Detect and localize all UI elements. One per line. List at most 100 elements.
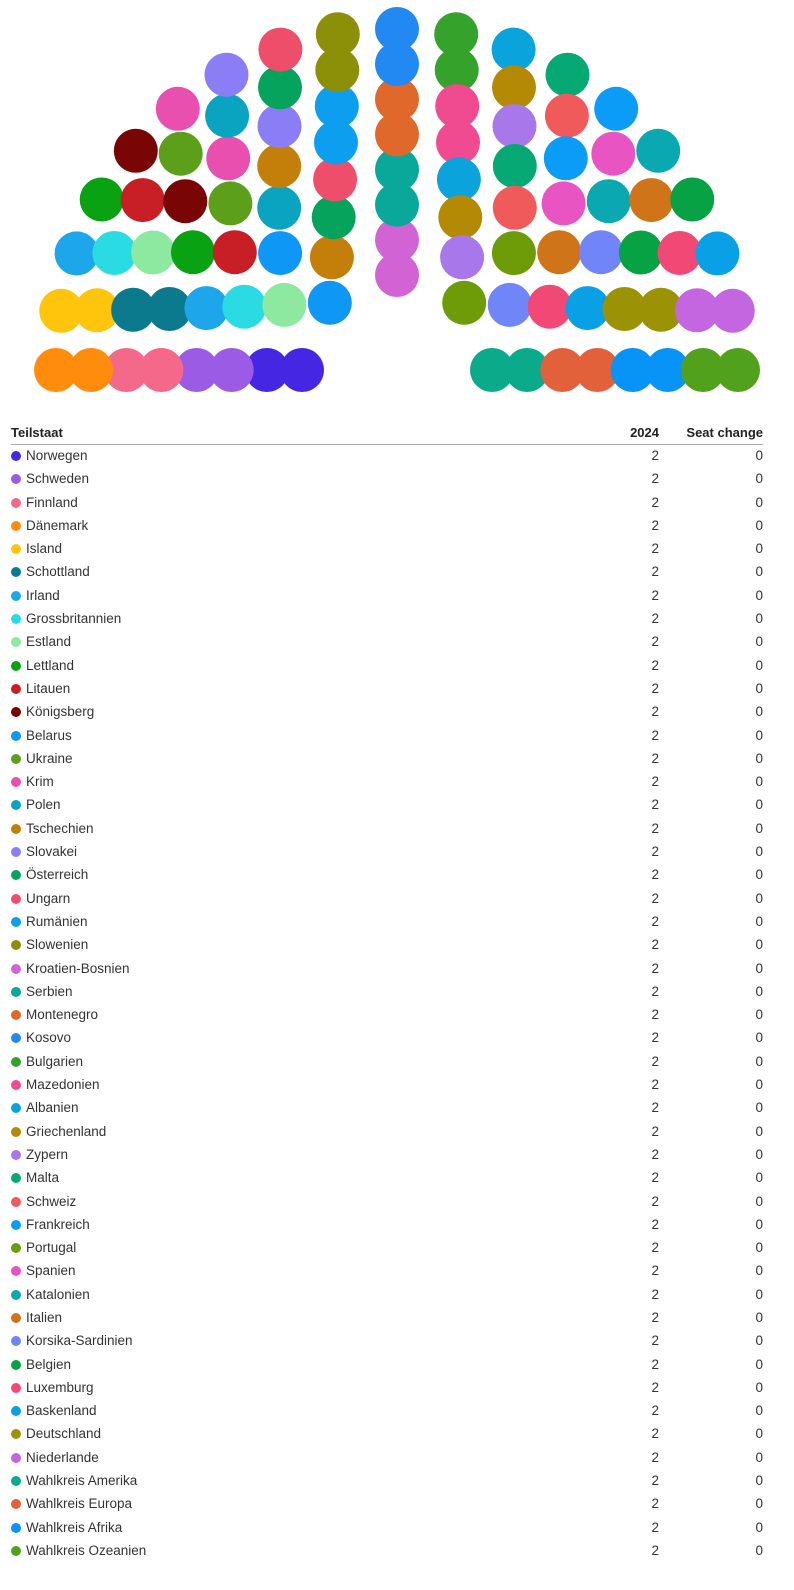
row-seat-change: 0 xyxy=(755,1333,763,1349)
row-seats: 2 xyxy=(651,1216,659,1232)
table-row: Rumänien 2 0 xyxy=(11,911,763,934)
table-row: Korsika-Sardinien 2 0 xyxy=(11,1330,763,1353)
row-seat-change: 0 xyxy=(755,983,763,999)
row-name: Litauen xyxy=(26,680,71,696)
seat xyxy=(440,235,485,280)
seat xyxy=(505,348,550,392)
seat xyxy=(492,104,537,149)
table-row: Slowenien 2 0 xyxy=(11,934,763,957)
row-name: Kroatien-Bosnien xyxy=(26,960,130,976)
legend-dot xyxy=(11,707,21,718)
legend-dot xyxy=(11,451,21,461)
seat xyxy=(541,181,586,226)
legend-dot xyxy=(11,823,21,834)
row-seat-change: 0 xyxy=(755,913,763,929)
row-seats: 2 xyxy=(651,1449,659,1465)
row-seat-change: 0 xyxy=(755,657,763,673)
table-row: Italien 2 0 xyxy=(11,1307,763,1330)
row-name: Grossbritannien xyxy=(26,611,122,627)
seat xyxy=(636,128,681,173)
seat xyxy=(314,120,358,165)
legend-dot xyxy=(11,986,21,997)
seat xyxy=(262,282,307,327)
legend-dot xyxy=(11,1243,21,1254)
seat xyxy=(645,348,690,392)
table-row: Finnland 2 0 xyxy=(11,492,763,515)
row-name: Baskenland xyxy=(26,1403,97,1419)
table-row: Österreich 2 0 xyxy=(11,864,763,887)
table-row: Ungarn 2 0 xyxy=(11,888,763,911)
row-seats: 2 xyxy=(651,1030,659,1046)
row-name: Wahlkreis Afrika xyxy=(26,1519,123,1535)
row-name: Polen xyxy=(26,797,61,813)
row-seats: 2 xyxy=(651,1240,659,1256)
row-seat-change: 0 xyxy=(755,867,763,883)
seat xyxy=(158,131,203,176)
legend-dot xyxy=(11,916,21,927)
row-name: Estland xyxy=(26,634,72,650)
legend-dot xyxy=(11,1429,21,1440)
legend-dot xyxy=(11,590,21,601)
seat xyxy=(675,288,719,333)
row-name: Wahlkreis Ozeanien xyxy=(26,1542,147,1558)
seat xyxy=(309,235,354,280)
row-name: Korsika-Sardinien xyxy=(26,1333,133,1349)
row-name: Dänemark xyxy=(26,517,89,533)
seat xyxy=(184,286,229,331)
legend-dot xyxy=(11,730,21,741)
row-seat-change: 0 xyxy=(755,1123,763,1139)
seat xyxy=(315,48,360,92)
table-row: Malta 2 0 xyxy=(11,1167,763,1190)
legend-dot xyxy=(11,1103,21,1114)
legend-dot xyxy=(11,940,21,951)
seat xyxy=(680,348,725,392)
seat xyxy=(434,48,479,92)
seat xyxy=(594,86,639,131)
row-name: Königsberg xyxy=(26,704,95,720)
table-body: Norwegen 2 0 Schweden 2 0 Finnland 2 0 Dänemark 2 0… xyxy=(11,445,763,1563)
seat xyxy=(618,230,663,275)
table-row: Irland 2 0 xyxy=(11,585,763,608)
seat xyxy=(163,179,208,224)
seat xyxy=(492,185,537,230)
row-seat-change: 0 xyxy=(755,1286,763,1302)
row-seats: 2 xyxy=(651,1542,659,1558)
row-seat-change: 0 xyxy=(755,1403,763,1419)
table-row: Bulgarien 2 0 xyxy=(11,1051,763,1074)
row-seats: 2 xyxy=(651,587,659,603)
row-seat-change: 0 xyxy=(755,1542,763,1558)
row-name: Luxemburg xyxy=(26,1379,94,1395)
seat xyxy=(375,217,419,262)
row-seats: 2 xyxy=(651,844,659,860)
legend-dot xyxy=(11,753,21,764)
row-name: Lettland xyxy=(26,657,75,673)
row-seat-change: 0 xyxy=(755,1263,763,1279)
row-name: Belgien xyxy=(26,1356,72,1372)
row-seats: 2 xyxy=(651,820,659,836)
row-name: Bulgarien xyxy=(26,1053,84,1069)
seat xyxy=(375,147,419,192)
legend-dot xyxy=(11,1080,21,1091)
table-row: Spanien 2 0 xyxy=(11,1260,763,1283)
row-seat-change: 0 xyxy=(755,1030,763,1046)
seat xyxy=(537,230,582,275)
seat xyxy=(375,112,419,157)
seat xyxy=(375,42,419,87)
table-row: Albanien 2 0 xyxy=(11,1097,763,1120)
table-row: Portugal 2 0 xyxy=(11,1237,763,1260)
table-row: Grossbritannien 2 0 xyxy=(11,608,763,631)
seat xyxy=(375,7,419,51)
row-seat-change: 0 xyxy=(755,1379,763,1395)
row-seat-change: 0 xyxy=(755,1309,763,1325)
seat xyxy=(258,27,303,72)
row-seats: 2 xyxy=(651,1473,659,1489)
row-name: Belarus xyxy=(26,727,72,743)
legend-dot xyxy=(11,1033,21,1044)
row-seats: 2 xyxy=(651,937,659,953)
seat xyxy=(565,286,610,331)
seat xyxy=(174,348,219,392)
legend-dot xyxy=(11,544,21,555)
table-row: Lettland 2 0 xyxy=(11,655,763,678)
row-name: Italien xyxy=(26,1309,63,1325)
row-seats: 2 xyxy=(651,634,659,650)
